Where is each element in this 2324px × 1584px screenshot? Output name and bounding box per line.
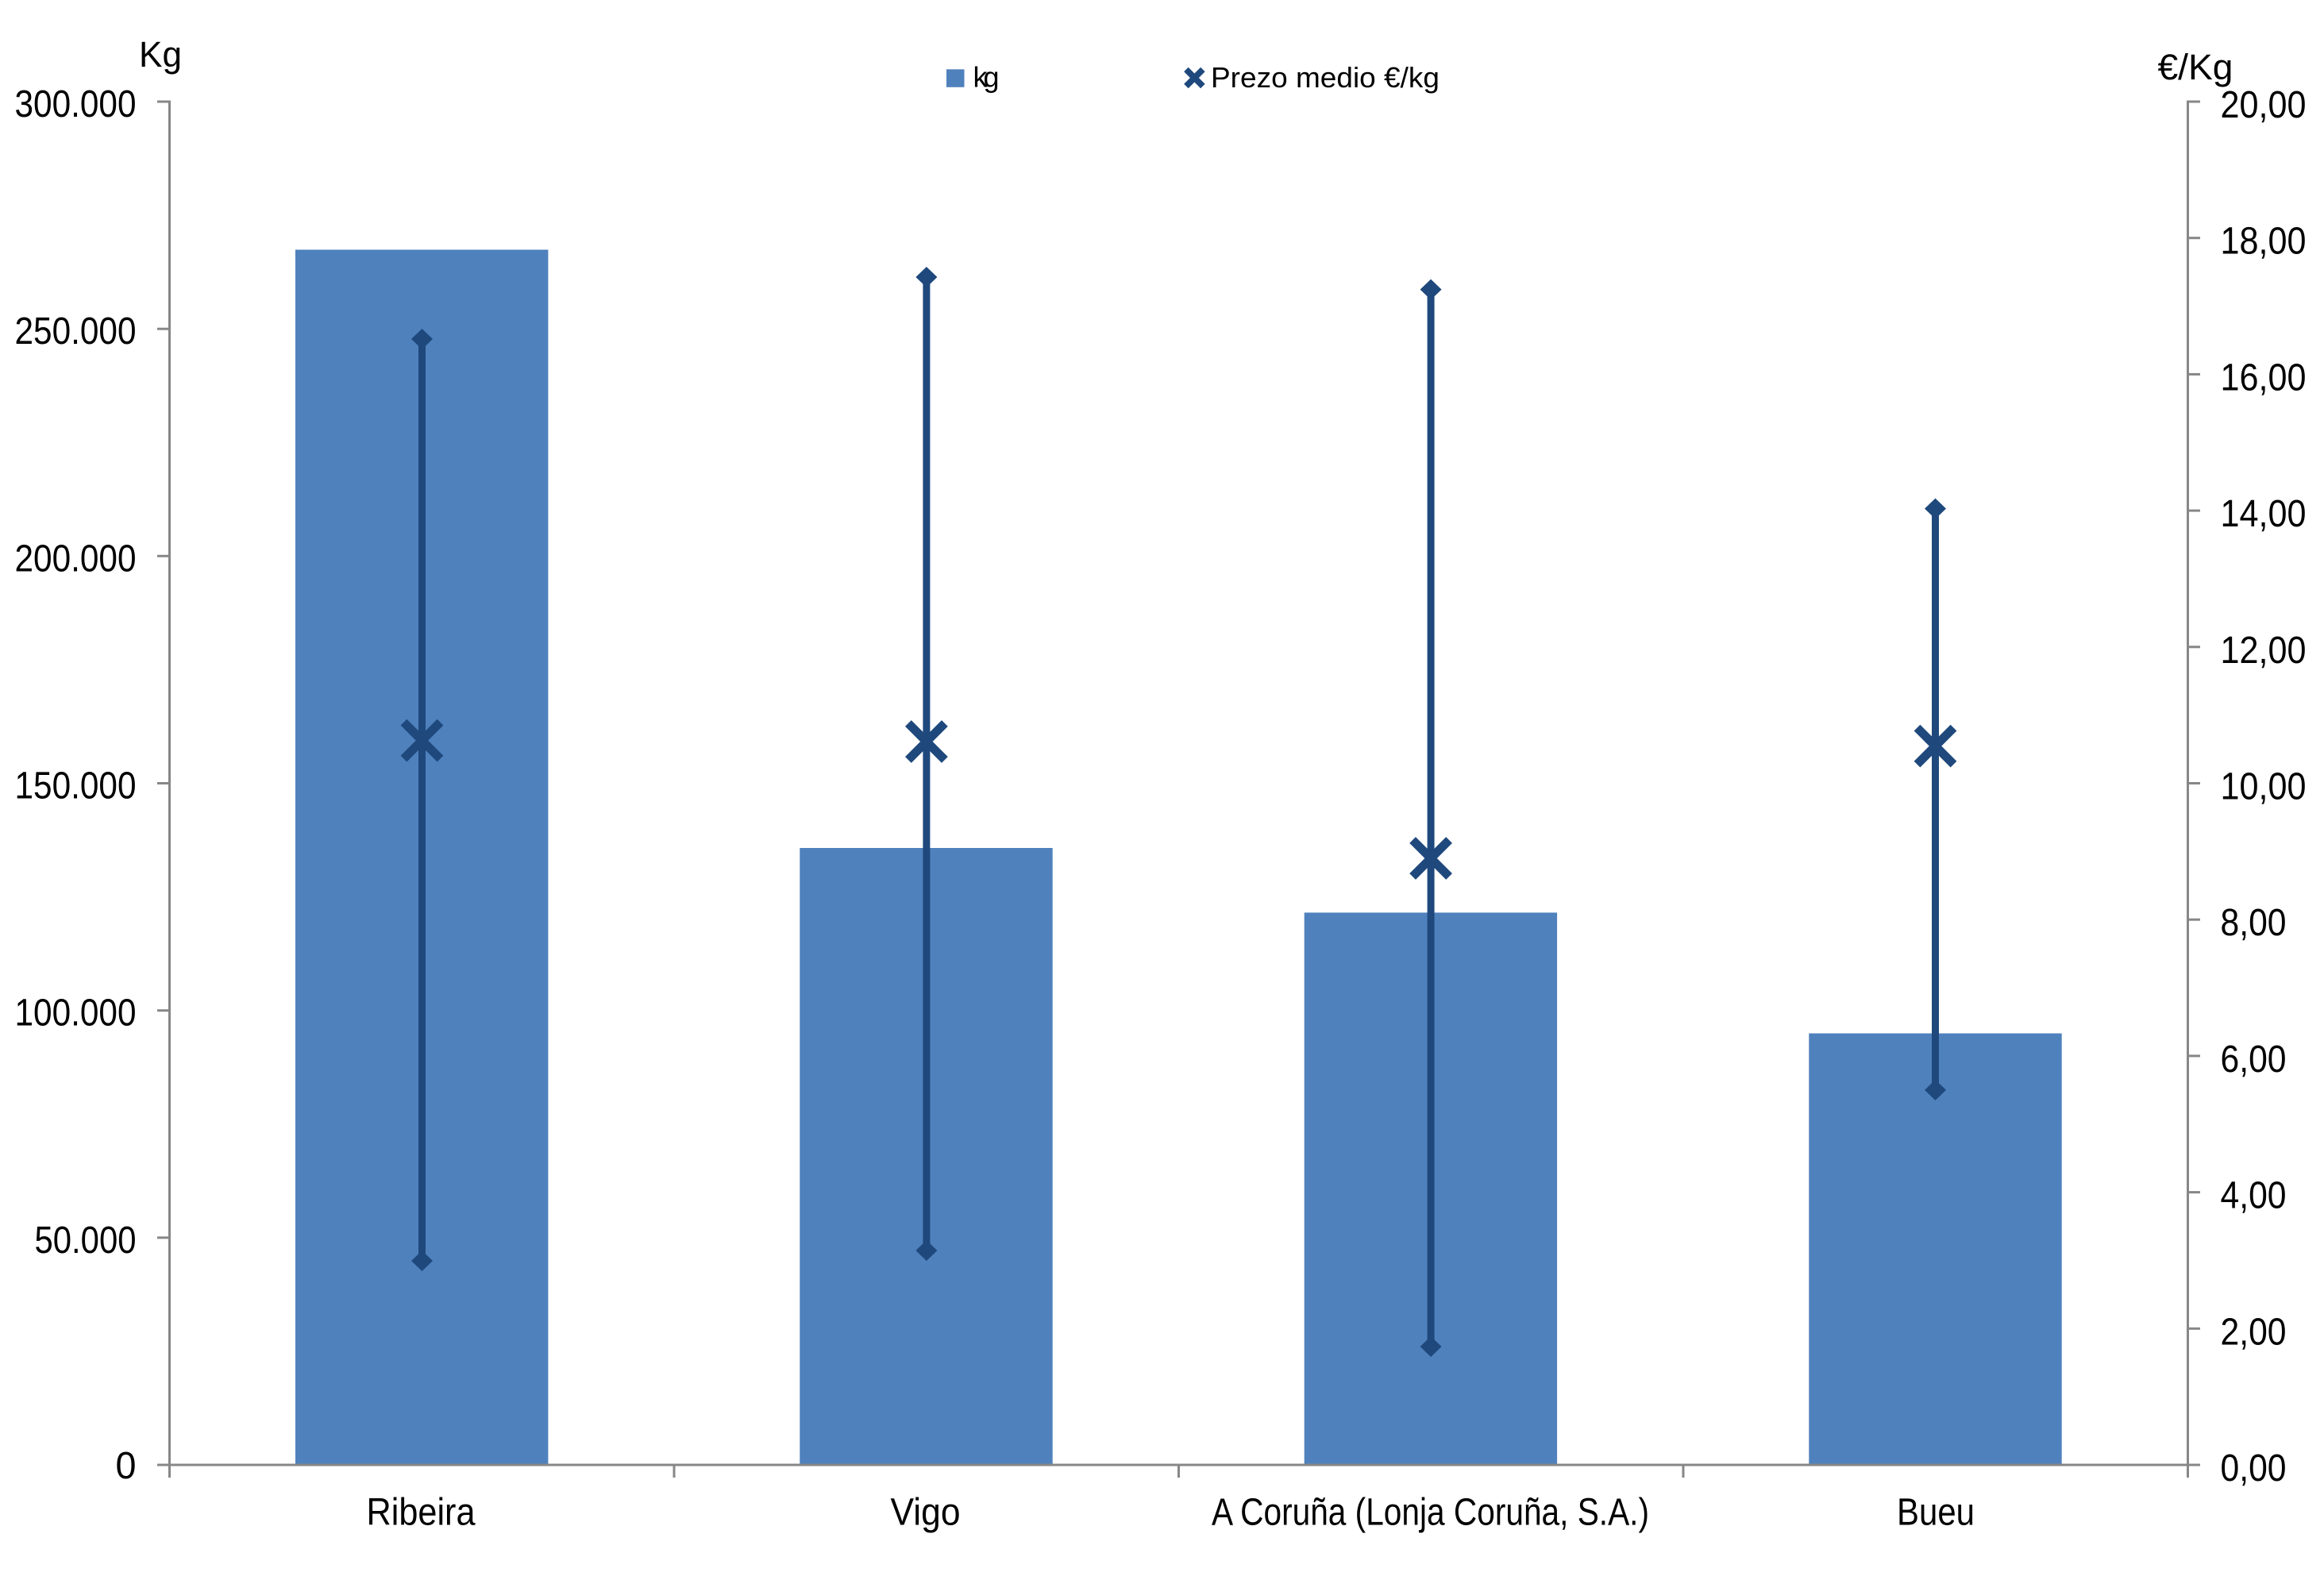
svg-text:300.000: 300.000 xyxy=(15,83,137,125)
svg-text:20,00: 20,00 xyxy=(2221,84,2307,126)
svg-text:200.000: 200.000 xyxy=(15,538,137,580)
svg-text:12,00: 12,00 xyxy=(2221,630,2307,672)
svg-text:250.000: 250.000 xyxy=(15,310,137,353)
svg-text:10,00: 10,00 xyxy=(2221,766,2307,808)
svg-text:8,00: 8,00 xyxy=(2221,902,2287,944)
svg-text:16,00: 16,00 xyxy=(2221,356,2307,399)
svg-text:Vigo: Vigo xyxy=(891,1492,961,1534)
svg-text:18,00: 18,00 xyxy=(2221,221,2307,263)
svg-text:A Coruña (Lonja Coruña, S.A.): A Coruña (Lonja Coruña, S.A.) xyxy=(1212,1492,1649,1534)
svg-text:14,00: 14,00 xyxy=(2221,493,2307,535)
svg-text:Ribeira: Ribeira xyxy=(367,1492,476,1534)
svg-text:2,00: 2,00 xyxy=(2221,1311,2287,1353)
svg-text:4,00: 4,00 xyxy=(2221,1175,2287,1217)
svg-text:Kg: Kg xyxy=(139,34,182,75)
svg-text:50.000: 50.000 xyxy=(35,1220,137,1262)
svg-text:Bueu: Bueu xyxy=(1897,1492,1975,1534)
svg-text:Prezo medio €/kg: Prezo medio €/kg xyxy=(1211,61,1439,94)
svg-text:0,00: 0,00 xyxy=(2221,1447,2287,1490)
svg-text:6,00: 6,00 xyxy=(2221,1039,2287,1081)
svg-text:100.000: 100.000 xyxy=(15,992,137,1035)
svg-text:0: 0 xyxy=(116,1445,137,1487)
svg-text:150.000: 150.000 xyxy=(15,765,137,807)
svg-text:kg: kg xyxy=(973,61,1000,94)
svg-text:€/Kg: €/Kg xyxy=(2158,47,2233,87)
